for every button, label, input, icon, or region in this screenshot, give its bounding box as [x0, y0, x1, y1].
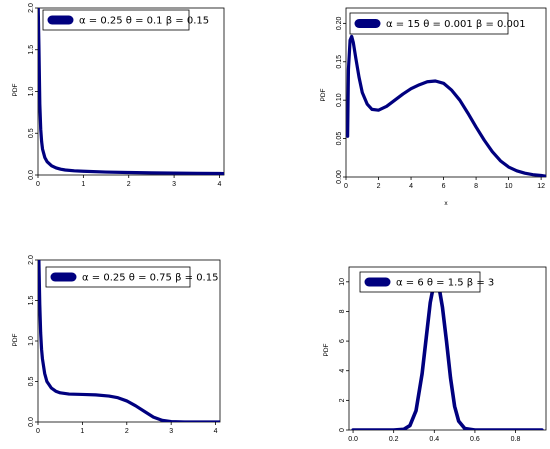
legend-box [42, 9, 190, 31]
y-tick-label: 0.10 [336, 93, 343, 107]
legend: α = 6 θ = 1.5 β = 3 [359, 271, 494, 293]
x-tick-label: 0.8 [511, 436, 521, 443]
y-tick-label: 0 [339, 428, 346, 432]
x-tick-label: 0.6 [470, 436, 480, 443]
y-tick-label: 1.0 [28, 336, 35, 346]
x-tick-label: 8 [474, 183, 478, 190]
x-tick-label: 4 [409, 183, 413, 190]
y-tick-label: 2 [339, 398, 346, 402]
x-tick-label: 0.4 [429, 436, 439, 443]
pdf-curve [351, 277, 544, 430]
y-tick-label: 6 [339, 339, 346, 343]
legend: α = 15 θ = 0.001 β = 0.001 [349, 12, 526, 35]
plot-frame [345, 7, 547, 178]
chart-panel-2: 0.00 0.05 0.10 0.15 0.20 0 2 4 6 8 10 12 PDF x α = 15 … [320, 7, 547, 207]
y-tick-label: 0.20 [336, 16, 343, 30]
chart-panel-4: 0 2 4 6 8 10 0.0 0.2 0.4 0.6 0.8 PDF α = 6 θ = 1.5 β… [323, 266, 547, 443]
y-tick-label: 0.00 [336, 170, 343, 184]
x-tick-label: 12 [537, 183, 545, 190]
x-tick-label: 3 [169, 428, 173, 435]
y-tick-label: 0.5 [28, 377, 35, 387]
x-tick-label: 4 [218, 181, 222, 188]
x-tick-label: 0.0 [348, 436, 358, 443]
legend-label: α = 0.25 θ = 0.75 β = 0.15 [82, 273, 218, 284]
y-tick-label: 4 [339, 369, 346, 373]
y-tick-label: 8 [339, 309, 346, 313]
legend-box [45, 266, 191, 288]
x-tick-label: 1 [81, 181, 85, 188]
x-axis-title: x [444, 200, 448, 207]
x-tick-label: 2 [127, 181, 131, 188]
x-tick-label: 0.2 [389, 436, 399, 443]
x-tick-label: 0 [36, 181, 40, 188]
x-tick-label: 3 [172, 181, 176, 188]
y-tick-label: 1.0 [28, 87, 35, 97]
y-tick-label: 0.05 [336, 132, 343, 146]
pdf-curve [38, 260, 220, 422]
x-tick-label: 10 [505, 183, 513, 190]
y-tick-label: 0.0 [28, 170, 35, 180]
x-tick-label: 2 [377, 183, 381, 190]
legend-label: α = 15 θ = 0.001 β = 0.001 [386, 19, 526, 30]
x-tick-label: 0 [344, 183, 348, 190]
y-tick-label: 10 [339, 278, 346, 286]
chart-panel-3: 0.0 0.5 1.0 1.5 2.0 0 1 2 3 4 PDF α = 0.25 θ = 0.75… [12, 255, 221, 435]
y-axis-title: PDF [320, 88, 327, 101]
x-tick-label: 1 [80, 428, 84, 435]
plot-frame [37, 7, 225, 176]
y-tick-label: 2.0 [28, 3, 35, 13]
legend-box [359, 271, 481, 293]
chart-panel-1: 0.0 0.5 1.0 1.5 2.0 0 1 2 3 4 PDF α = 0.25 θ = 0.1 … [12, 3, 225, 188]
plot-frame [348, 266, 547, 431]
y-axis-title: PDF [12, 83, 19, 96]
y-tick-label: 0.0 [28, 417, 35, 427]
pdf-curve [38, 8, 224, 175]
x-tick-label: 0 [36, 428, 40, 435]
x-tick-label: 4 [214, 428, 218, 435]
legend-box [349, 12, 509, 35]
y-tick-label: 1.5 [28, 45, 35, 55]
legend: α = 0.25 θ = 0.1 β = 0.15 [42, 9, 209, 31]
legend: α = 0.25 θ = 0.75 β = 0.15 [45, 266, 218, 288]
y-tick-label: 1.5 [28, 296, 35, 306]
x-tick-label: 6 [442, 183, 446, 190]
y-axis-title: PDF [323, 343, 330, 356]
pdf-curve [346, 34, 546, 177]
legend-label: α = 0.25 θ = 0.1 β = 0.15 [79, 16, 209, 27]
y-axis-title: PDF [12, 333, 19, 346]
y-tick-label: 0.5 [28, 128, 35, 138]
y-tick-label: 0.15 [336, 55, 343, 69]
x-tick-label: 2 [125, 428, 129, 435]
legend-label: α = 6 θ = 1.5 β = 3 [396, 278, 494, 289]
y-tick-label: 2.0 [28, 255, 35, 265]
